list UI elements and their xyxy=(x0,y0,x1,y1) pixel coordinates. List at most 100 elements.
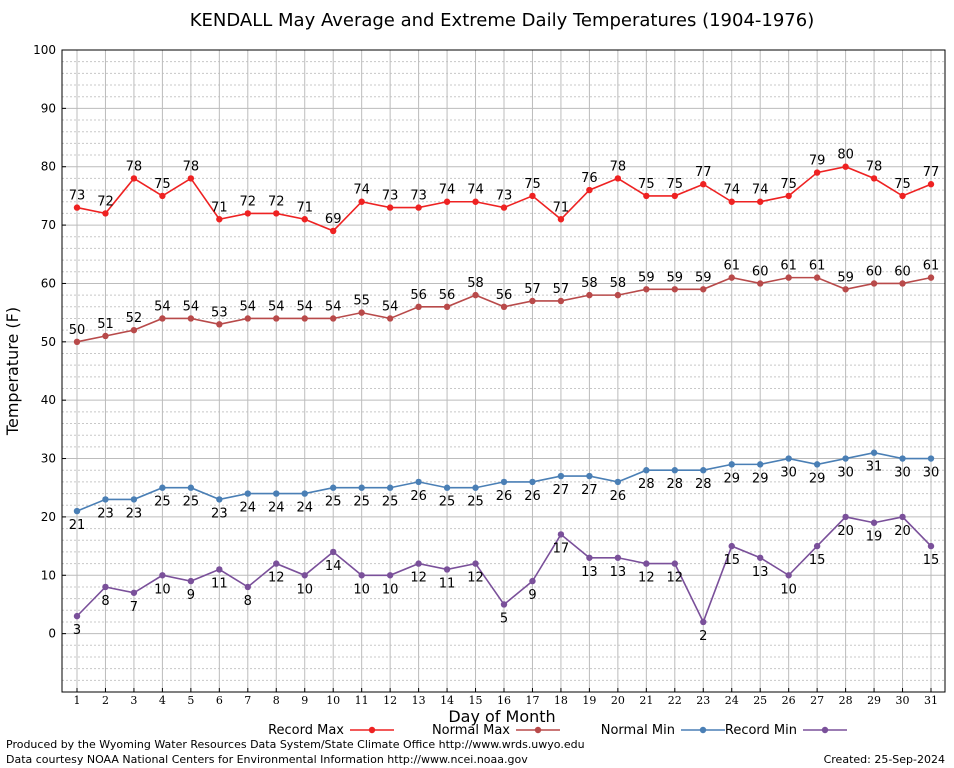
x-tick-label: 28 xyxy=(839,694,853,707)
y-axis-ticks: 0 10 20 30 40 50 60 70 80 90 100 xyxy=(33,43,66,641)
data-label-record-max: 73 xyxy=(382,189,399,204)
data-label-record-max: 78 xyxy=(610,159,627,174)
data-point-normal-min xyxy=(927,455,935,462)
data-label-record-min: 8 xyxy=(101,594,109,609)
data-label-record-max: 75 xyxy=(667,177,684,192)
data-label-record-max: 72 xyxy=(240,194,257,209)
data-point-record-max xyxy=(386,204,394,211)
data-label-normal-max: 50 xyxy=(69,323,86,338)
data-point-record-min xyxy=(159,572,166,579)
data-point-normal-min xyxy=(614,478,622,486)
data-point-record-min xyxy=(330,548,337,556)
data-label-record-max: 77 xyxy=(923,165,940,180)
data-point-normal-max xyxy=(301,315,308,322)
data-label-normal-min: 26 xyxy=(410,489,427,504)
data-label-normal-max: 59 xyxy=(667,270,684,285)
data-point-normal-max xyxy=(216,321,223,328)
x-tick-label: 6 xyxy=(216,694,223,707)
data-label-record-min: 7 xyxy=(130,600,138,615)
y-tick-label: 100 xyxy=(33,43,56,57)
data-label-normal-min: 25 xyxy=(154,495,171,510)
data-label-record-min: 2 xyxy=(699,629,707,644)
footer-data-courtesy: Data courtesy NOAA National Centers for … xyxy=(6,753,528,766)
data-label-record-min: 9 xyxy=(187,588,195,603)
data-label-record-min: 19 xyxy=(866,530,883,545)
data-point-normal-max xyxy=(500,303,508,310)
x-tick-label: 4 xyxy=(159,694,166,707)
data-label-normal-max: 57 xyxy=(553,282,570,297)
data-label-record-max: 71 xyxy=(553,200,570,215)
data-point-normal-max xyxy=(130,326,138,334)
data-point-record-min xyxy=(643,560,650,567)
data-point-record-max xyxy=(472,198,479,205)
data-label-normal-min: 30 xyxy=(780,466,797,481)
data-label-normal-max: 53 xyxy=(211,305,228,320)
data-point-record-min xyxy=(102,583,109,591)
data-point-record-max xyxy=(358,198,365,205)
data-label-normal-min: 29 xyxy=(809,471,826,486)
data-label-record-max: 75 xyxy=(638,177,655,192)
y-tick-label: 80 xyxy=(41,160,56,174)
data-label-record-max: 78 xyxy=(183,159,200,174)
data-label-record-min: 10 xyxy=(780,582,797,597)
data-point-normal-min xyxy=(443,484,451,491)
data-label-normal-min: 23 xyxy=(126,506,143,521)
y-tick-label: 70 xyxy=(41,218,56,232)
data-label-normal-max: 54 xyxy=(154,299,171,314)
data-label-normal-max: 54 xyxy=(183,299,200,314)
data-point-record-min xyxy=(500,601,508,608)
data-point-record-min xyxy=(614,554,622,561)
data-label-record-min: 15 xyxy=(723,553,740,568)
data-label-record-min: 11 xyxy=(439,576,456,591)
data-point-normal-min xyxy=(415,478,422,486)
data-point-normal-min xyxy=(244,490,251,497)
data-point-normal-min xyxy=(700,467,707,474)
data-point-record-min xyxy=(586,554,593,561)
x-axis-ticks: 1 2 3 4 5 6 7 8 9 10 11 12 13 14 15 16 17 18 19 20 21 22 23 24 2… xyxy=(74,688,938,707)
y-tick-label: 10 xyxy=(41,568,56,582)
data-point-record-max xyxy=(273,210,280,217)
data-label-normal-min: 25 xyxy=(183,495,200,510)
data-point-normal-min xyxy=(273,490,280,497)
data-point-normal-min xyxy=(728,461,735,468)
data-label-record-min: 12 xyxy=(638,571,655,586)
data-label-record-max: 75 xyxy=(154,177,171,192)
data-point-record-max xyxy=(842,163,849,170)
x-tick-label: 3 xyxy=(130,694,137,707)
data-point-normal-max xyxy=(870,280,878,287)
data-point-normal-max xyxy=(415,303,422,310)
data-point-normal-min xyxy=(757,461,764,468)
data-point-record-min xyxy=(700,618,707,626)
data-point-record-max xyxy=(927,181,935,188)
data-point-normal-min xyxy=(899,455,906,462)
data-label-normal-max: 59 xyxy=(695,270,712,285)
data-point-record-max xyxy=(187,175,195,182)
data-label-record-min: 9 xyxy=(528,588,536,603)
data-label-normal-min: 24 xyxy=(240,501,257,516)
data-label-normal-min: 26 xyxy=(524,489,541,504)
data-label-normal-min: 25 xyxy=(467,495,484,510)
legend-marker-record-min xyxy=(821,726,829,734)
data-point-record-min xyxy=(73,612,81,620)
data-label-normal-max: 59 xyxy=(837,270,854,285)
data-label-record-min: 13 xyxy=(610,565,627,580)
data-label-normal-min: 25 xyxy=(382,495,399,510)
data-point-normal-max xyxy=(757,280,764,287)
data-point-normal-min xyxy=(216,496,223,503)
data-point-record-max xyxy=(216,216,223,223)
data-point-record-min xyxy=(187,577,195,585)
data-point-record-min xyxy=(870,519,878,526)
data-label-record-min: 12 xyxy=(410,571,427,586)
data-label-normal-max: 51 xyxy=(97,317,114,332)
data-label-record-max: 80 xyxy=(837,148,854,163)
data-label-record-max: 79 xyxy=(809,154,826,169)
x-tick-label: 31 xyxy=(924,694,938,707)
data-point-record-max xyxy=(244,210,251,217)
footer-produced-by: Produced by the Wyoming Water Resources … xyxy=(6,738,585,751)
data-label-normal-max: 56 xyxy=(496,288,513,303)
legend-label-record-min: Record Min xyxy=(725,723,797,738)
data-label-record-max: 73 xyxy=(69,189,86,204)
data-point-normal-min xyxy=(102,496,109,503)
data-point-normal-max xyxy=(102,332,109,340)
